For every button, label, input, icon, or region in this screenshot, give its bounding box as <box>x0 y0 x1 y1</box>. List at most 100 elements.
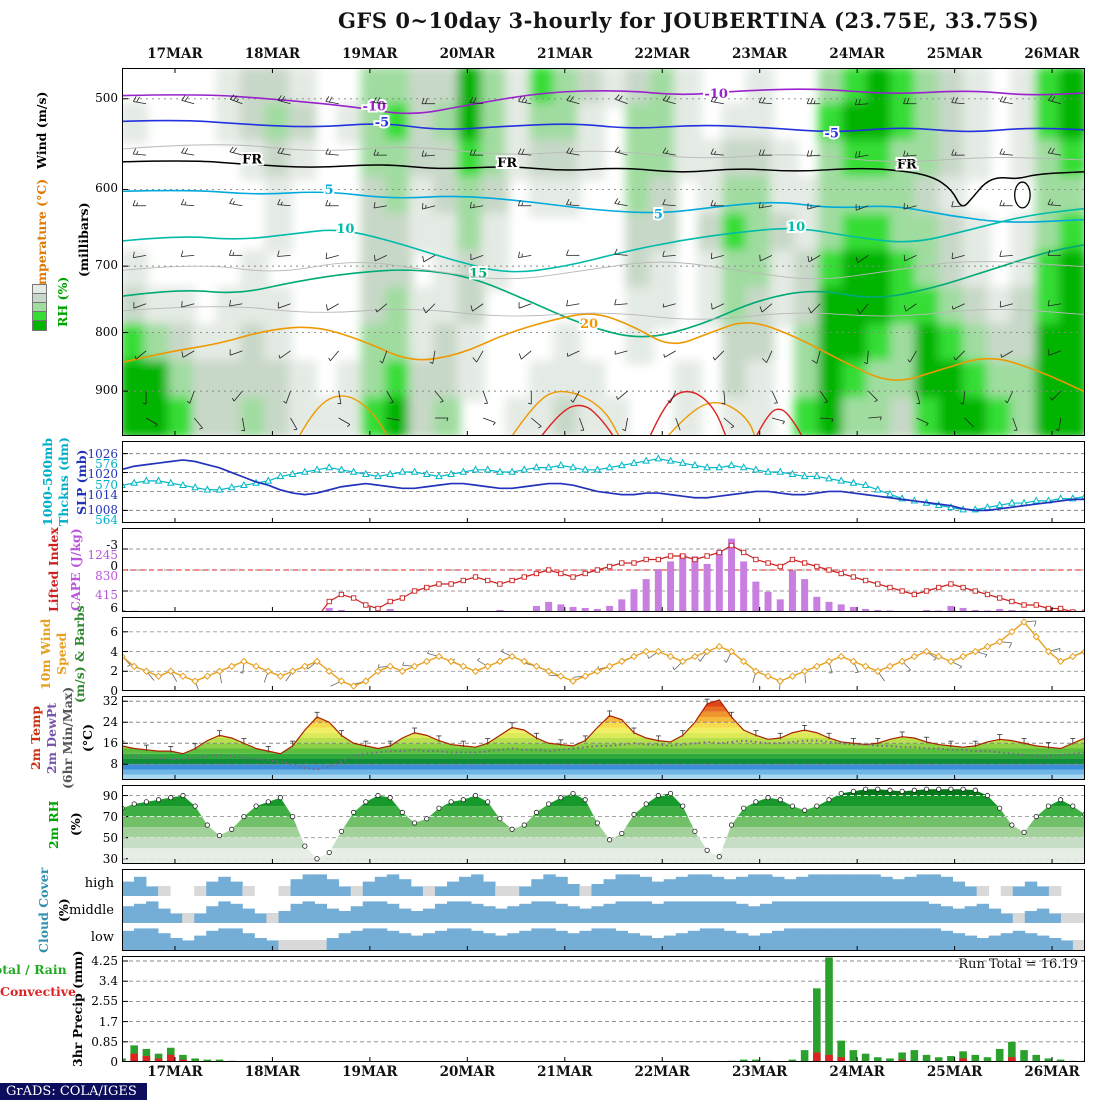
date-label-top: 26MAR <box>1024 46 1080 62</box>
panel-cloud-cover <box>122 869 1085 951</box>
date-label-bottom: 18MAR <box>244 1064 301 1080</box>
contour-label: FR <box>897 157 917 172</box>
panel-2m-temp <box>122 696 1085 780</box>
date-label-top: 24MAR <box>829 46 885 62</box>
date-label-bottom: 23MAR <box>731 1064 788 1080</box>
axis-title-vertical: 2m Temp <box>28 705 43 771</box>
temp-tick-label: 8 <box>110 757 118 772</box>
panel-cape-li <box>122 528 1085 612</box>
contour-label: FR <box>497 156 517 171</box>
axis-title-vertical: 3hr Precip (mm) <box>70 950 85 1068</box>
wind-tick-label: 2 <box>110 664 118 679</box>
contour-label: -5 <box>825 127 839 142</box>
wind-tick-label: 0 <box>110 684 118 698</box>
axis-tick-label: 6 <box>110 601 118 615</box>
axis-tick-label: -3 <box>106 538 118 552</box>
axis-title-vertical: Speed <box>54 632 69 676</box>
contour-label: FR <box>242 152 262 167</box>
panel-slp-thickness <box>122 441 1085 523</box>
axis-tick-label: 1014 <box>87 488 118 503</box>
date-label-top: 19MAR <box>342 46 398 62</box>
contour-label: 5 <box>654 207 663 222</box>
temp-tick-label: 16 <box>102 736 118 751</box>
rh-tick-label: 30 <box>102 851 118 866</box>
axis-tick-label: 564 <box>95 513 118 528</box>
axis-title-vertical: Lifted Index <box>46 527 61 613</box>
axis-tick-label: 1026 <box>87 446 118 461</box>
pressure-tick-label: 700 <box>95 258 118 273</box>
rh-tick-label: 50 <box>102 830 118 845</box>
panel-10m-wind <box>122 617 1085 691</box>
page-title: GFS 0~10day 3-hourly for JOUBERTINA (23.… <box>338 8 1040 33</box>
date-label-top: 21MAR <box>537 46 593 62</box>
axis-title-vertical: RH (%) <box>55 276 70 328</box>
panel-2m-rh <box>122 785 1085 864</box>
pressure-tick-label: 800 <box>95 324 118 339</box>
panel-precip <box>122 956 1085 1062</box>
axis-title-vertical: (6hr Min/Max) <box>60 686 75 790</box>
axis-tick-label: 576 <box>95 456 118 471</box>
wind-tick-label: 6 <box>110 624 118 639</box>
axis-title-vertical: (m/s) & Barbs <box>72 605 87 703</box>
date-label-top: 18MAR <box>244 46 301 62</box>
date-label-bottom: 25MAR <box>926 1064 983 1080</box>
cloud-row-label: middle <box>69 903 114 918</box>
date-label-bottom: 21MAR <box>537 1064 593 1080</box>
precip-tick-label: 1.7 <box>98 1014 118 1029</box>
axis-tick-label: 1020 <box>87 466 118 481</box>
contour-label: -10 <box>704 87 728 102</box>
axis-tick-label: 1008 <box>87 503 118 518</box>
axis-title-vertical: (°C) <box>80 723 95 753</box>
axis-title-vertical: 10m Wind <box>38 618 53 690</box>
pressure-tick-label: 500 <box>95 90 118 105</box>
contour-label: 5 <box>325 183 334 198</box>
axis-title-vertical: Thckns (dm) <box>56 437 71 527</box>
contour-label: 10 <box>787 220 805 235</box>
contour-label: 20 <box>580 317 598 332</box>
date-label-bottom: 17MAR <box>147 1064 203 1080</box>
rh-tick-label: 90 <box>102 788 118 803</box>
temp-tick-label: 24 <box>102 715 118 730</box>
precip-tick-label: 3.4 <box>98 974 118 989</box>
axis-title-vertical: (millibars) <box>76 202 91 278</box>
precip-tick-label: 0.85 <box>91 1034 118 1049</box>
cloud-row-label: high <box>84 876 114 891</box>
rh-tick-label: 70 <box>102 809 118 824</box>
precip-legend-total: Total / Rain <box>0 962 67 977</box>
date-label-top: 20MAR <box>439 46 496 62</box>
precip-legend-convective: Convective <box>0 984 76 999</box>
date-label-bottom: 20MAR <box>439 1064 496 1080</box>
date-label-top: 17MAR <box>147 46 203 62</box>
axis-title-vertical: (%) <box>68 812 83 837</box>
axis-title-vertical: (%) <box>56 898 71 922</box>
date-label-bottom: 22MAR <box>634 1064 690 1080</box>
date-label-bottom: 19MAR <box>342 1064 398 1080</box>
pressure-tick-label: 900 <box>95 383 118 398</box>
axis-tick-label: 830 <box>95 569 118 583</box>
contour-label: 15 <box>469 266 487 281</box>
grads-credit: GrADS: COLA/IGES <box>0 1083 147 1100</box>
pressure-tick-label: 600 <box>95 181 118 196</box>
axis-tick-label: 0 <box>110 559 118 573</box>
precip-tick-label: 2.55 <box>91 994 118 1009</box>
axis-title-vertical: 2m RH <box>46 800 61 849</box>
cloud-row-label: low <box>90 930 114 945</box>
date-label-top: 22MAR <box>634 46 690 62</box>
axis-tick-label: 415 <box>95 588 118 602</box>
axis-tick-label: 1245 <box>87 548 118 562</box>
contour-label: -5 <box>375 115 389 130</box>
date-label-bottom: 26MAR <box>1024 1064 1080 1080</box>
date-label-top: 25MAR <box>926 46 983 62</box>
axis-tick-label: 570 <box>95 478 118 493</box>
precip-tick-label: 0 <box>110 1055 118 1069</box>
temp-tick-label: 32 <box>102 694 118 709</box>
contour-label: 10 <box>336 222 354 237</box>
wind-tick-label: 4 <box>110 644 118 659</box>
rh-colorbar-cell <box>32 320 47 331</box>
axis-title-vertical: SLP (mb) <box>74 449 89 515</box>
axis-title-vertical: 1000-500mb <box>40 437 55 527</box>
axis-title-vertical: 2m DewPt <box>44 702 59 774</box>
date-label-top: 23MAR <box>731 46 788 62</box>
